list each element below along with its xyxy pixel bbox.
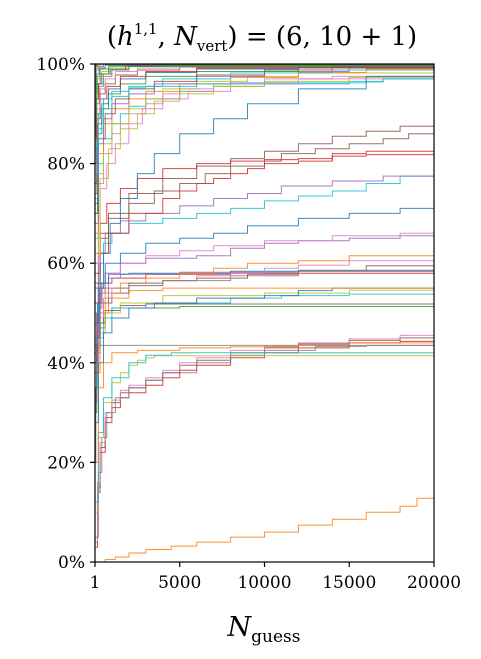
y-axis-ticks: 0% 20% 40% 60% 80% 100%	[36, 55, 95, 573]
title-n-sub: vert	[196, 37, 228, 55]
series-line-25	[95, 228, 435, 344]
axes-frame	[94, 63, 435, 563]
series-line-15	[95, 287, 435, 424]
x-tick-label-1: 1	[90, 573, 101, 593]
series-line-31	[95, 123, 435, 284]
x-tick-label-2: 5000	[158, 573, 201, 593]
series-line-56	[95, 74, 435, 254]
xlabel-n: N	[227, 612, 253, 643]
series-line-4	[95, 335, 435, 543]
series-line-58	[95, 63, 434, 120]
x-tick-label-5: 20000	[407, 573, 461, 593]
chart-title: (h1,1, Nvert) = (6, 10 + 1)	[107, 20, 417, 55]
title-close: ) = (6, 10 + 1)	[227, 22, 417, 52]
series-line-2	[95, 497, 435, 563]
series-line-57	[95, 77, 435, 175]
series-line-22	[95, 250, 435, 354]
y-tick-label-3: 40%	[47, 354, 85, 374]
series-line-37	[95, 66, 435, 224]
series-line-27	[95, 168, 435, 314]
series-line-54	[95, 68, 435, 199]
title-h-sup: 1,1	[134, 20, 158, 38]
series-line-14	[95, 288, 435, 384]
xlabel-sub: guess	[251, 627, 300, 647]
series-line-59	[95, 69, 435, 463]
title-open: (	[107, 22, 117, 52]
title-n: N	[173, 22, 198, 52]
series-line-6	[95, 344, 435, 538]
series-line-26	[95, 205, 435, 324]
series-line-8	[95, 351, 435, 503]
y-tick-label-2: 20%	[47, 453, 85, 473]
y-tick-label-5: 80%	[47, 155, 85, 175]
series-line-23	[95, 255, 435, 349]
y-tick-label-1: 0%	[58, 553, 85, 573]
x-axis-ticks: 1 5000 10000 15000 20000	[90, 562, 461, 593]
title-sep: ,	[158, 22, 175, 52]
y-tick-label-4: 60%	[47, 254, 85, 274]
series-line-29	[95, 153, 435, 304]
x-tick-label-3: 10000	[237, 573, 291, 593]
series-line-32	[95, 148, 435, 274]
plot-area	[94, 63, 435, 563]
series-line-3	[95, 340, 435, 548]
series-line-55	[95, 75, 435, 264]
x-tick-label-4: 15000	[322, 573, 376, 593]
y-tick-label-6: 100%	[36, 55, 85, 75]
series-line-5	[95, 332, 435, 543]
x-axis-label: Nguess	[227, 612, 301, 647]
title-h: h	[117, 22, 134, 52]
series-line-28	[95, 171, 435, 304]
